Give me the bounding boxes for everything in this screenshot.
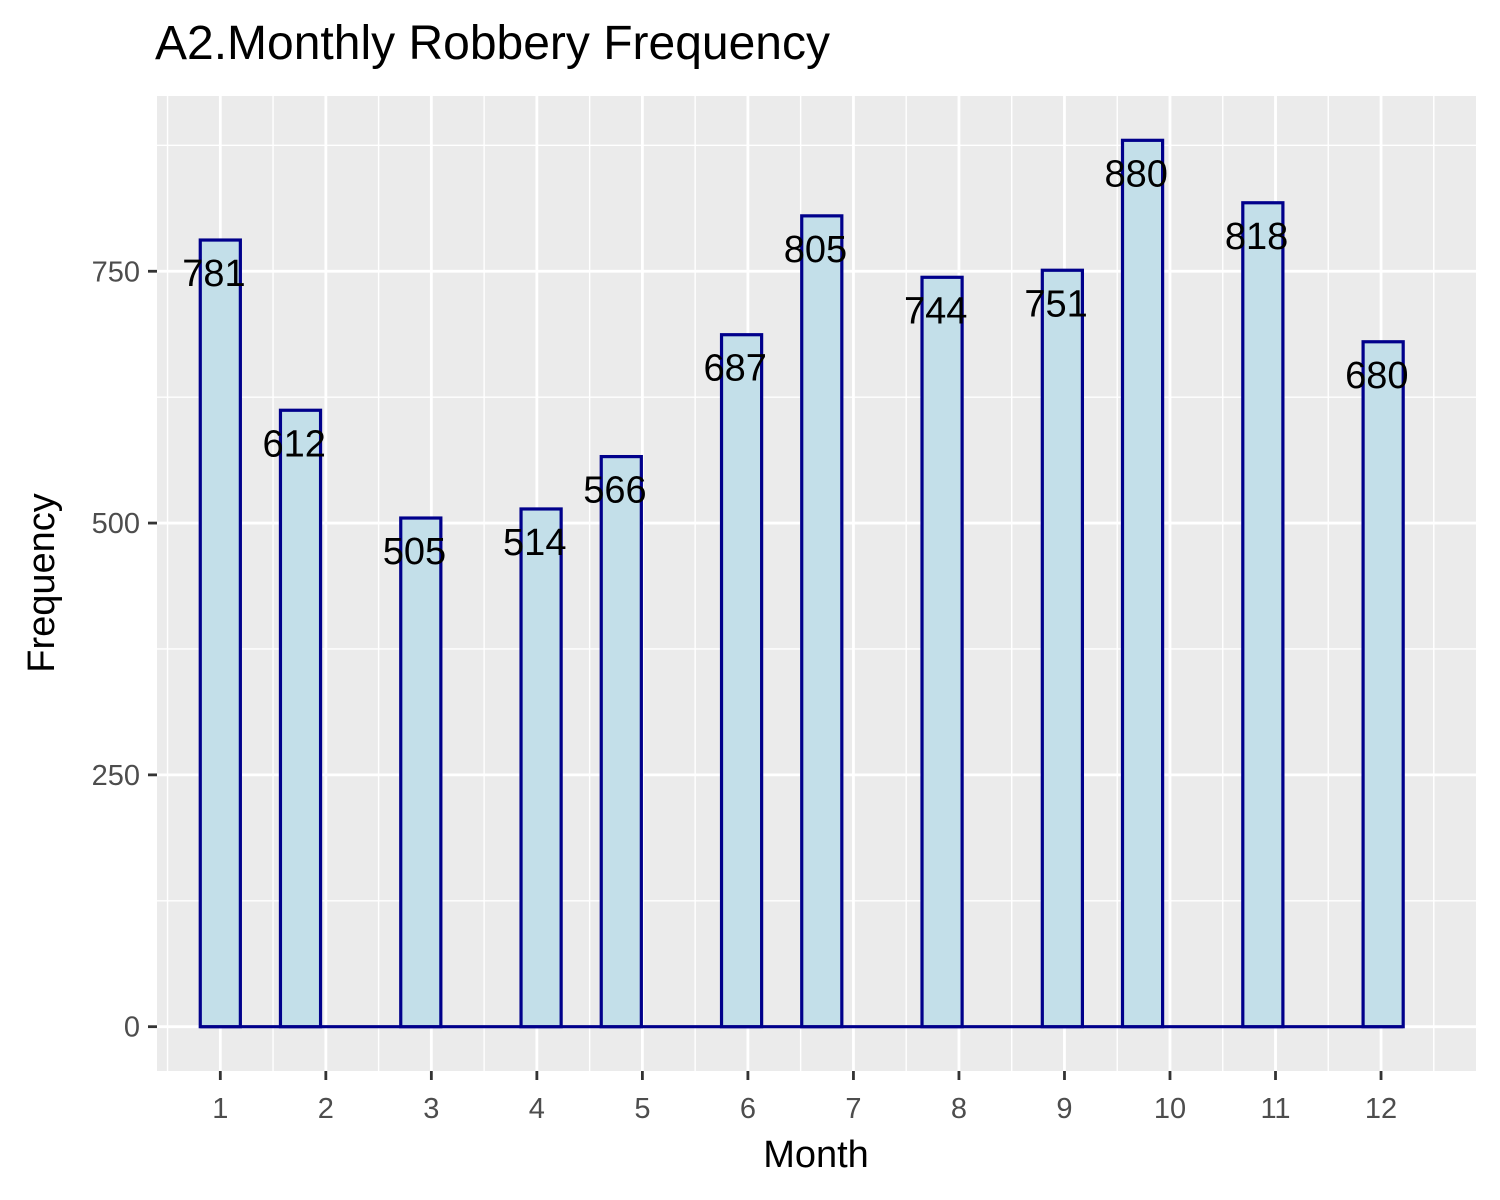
x-tick-label: 10 <box>1154 1093 1186 1125</box>
x-tick-label: 7 <box>845 1093 861 1125</box>
x-axis-title: Month <box>763 1134 869 1176</box>
bar-month-3 <box>399 516 443 1029</box>
chart-title: A2.Monthly Robbery Frequency <box>155 17 830 70</box>
data-label-month-12: 680 <box>1345 355 1408 397</box>
x-tick-label: 3 <box>423 1093 439 1125</box>
data-label-month-5: 566 <box>583 470 646 512</box>
data-label-month-1: 781 <box>182 253 245 295</box>
x-tick-label: 4 <box>529 1093 545 1125</box>
bar-month-9 <box>1040 268 1085 1029</box>
bar-month-1 <box>198 238 242 1029</box>
data-label-month-2: 612 <box>262 423 325 465</box>
data-label-month-4: 514 <box>503 522 566 564</box>
data-label-month-3: 505 <box>383 531 446 573</box>
bar-month-8 <box>920 275 964 1029</box>
x-tick-label: 6 <box>740 1093 756 1125</box>
data-label-month-6: 687 <box>704 348 767 390</box>
x-tick-label: 5 <box>634 1093 650 1125</box>
data-label-month-11: 818 <box>1225 216 1288 258</box>
bar-month-2 <box>278 408 323 1029</box>
bar-month-5 <box>599 454 643 1029</box>
bar-month-6 <box>719 333 764 1029</box>
bar-month-7 <box>800 214 844 1029</box>
bar-month-11 <box>1241 201 1285 1029</box>
bar-month-4 <box>519 507 563 1029</box>
data-labels: 781 612 505 514 566 687 805 744 751 880 818 680 <box>182 153 1408 573</box>
data-label-month-10: 880 <box>1105 153 1168 195</box>
bars <box>198 138 1405 1029</box>
minor-gridlines <box>157 96 1476 1071</box>
y-axis-title: Frequency <box>21 493 63 673</box>
y-tick-label: 750 <box>92 256 140 288</box>
y-tick-label: 250 <box>92 760 140 792</box>
data-label-month-9: 751 <box>1024 283 1087 325</box>
data-label-month-7: 805 <box>784 229 847 271</box>
bar-month-12 <box>1361 340 1405 1029</box>
y-tick-label: 0 <box>124 1012 140 1044</box>
x-tick-label: 8 <box>951 1093 967 1125</box>
x-tick-label: 12 <box>1365 1093 1397 1125</box>
x-tick-label: 2 <box>318 1093 334 1125</box>
x-tick-label: 1 <box>212 1093 228 1125</box>
y-axis: 0 250 500 750 <box>92 256 157 1044</box>
x-tick-label: 9 <box>1056 1093 1072 1125</box>
data-label-month-8: 744 <box>904 290 967 332</box>
x-axis: 1 2 3 4 5 6 7 8 9 10 11 12 <box>212 1071 1397 1125</box>
y-tick-label: 500 <box>92 508 140 540</box>
bar-month-10 <box>1120 138 1165 1029</box>
x-tick-label: 11 <box>1260 1093 1290 1125</box>
